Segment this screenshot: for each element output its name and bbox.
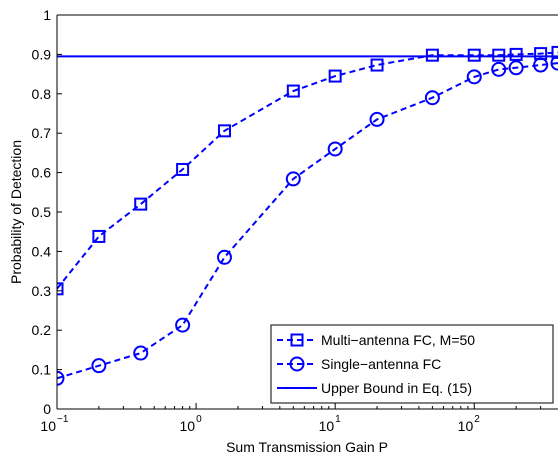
circle-marker <box>289 356 305 372</box>
y-tick-label: 0.1 <box>32 362 52 378</box>
square-marker <box>425 48 439 62</box>
square-marker <box>286 84 300 98</box>
square-marker <box>217 124 231 138</box>
square-marker <box>467 48 481 62</box>
legend-label: Single−antenna FC <box>321 356 441 372</box>
y-tick-label: 0.7 <box>32 125 52 141</box>
x-axis-label: Sum Transmission Gain P <box>226 439 388 455</box>
circle-marker <box>424 90 440 106</box>
square-marker <box>92 229 106 243</box>
circle-marker <box>216 249 232 265</box>
circle-marker <box>91 358 107 374</box>
x-tick-exponent: 0 <box>196 414 202 425</box>
circle-marker <box>491 61 507 77</box>
x-tick-label: 10 <box>319 418 335 434</box>
series-layer <box>57 45 558 386</box>
y-tick-label: 0.9 <box>32 46 52 62</box>
square-marker <box>551 45 558 59</box>
x-tick-label: 10 <box>180 418 196 434</box>
square-marker <box>328 69 342 83</box>
legend-item: Upper Bound in Eq. (15) <box>277 380 472 396</box>
x-tick-exponent: −1 <box>57 414 69 425</box>
legend-label: Upper Bound in Eq. (15) <box>321 380 472 396</box>
square-marker <box>492 48 506 62</box>
circle-marker <box>550 55 558 71</box>
x-tick-exponent: 2 <box>474 414 480 425</box>
y-tick-label: 0 <box>43 401 51 417</box>
circle-marker <box>533 57 549 73</box>
circle-marker <box>175 317 191 333</box>
y-tick-label: 0.5 <box>32 204 52 220</box>
circle-marker <box>508 60 524 76</box>
series-1 <box>57 45 558 296</box>
x-tick-label: 10 <box>40 418 56 434</box>
square-marker <box>176 162 190 176</box>
legend-box <box>270 324 554 404</box>
y-tick-label: 0.6 <box>32 165 52 181</box>
circle-marker <box>133 345 149 361</box>
circle-marker <box>466 69 482 85</box>
circle-marker <box>327 141 343 157</box>
square-marker <box>370 58 384 72</box>
series-2 <box>57 55 558 386</box>
y-tick-label: 1 <box>43 7 51 23</box>
x-tick-exponent: 1 <box>335 414 341 425</box>
y-axis-label: Probability of Detection <box>8 140 24 284</box>
x-tick-label: 10 <box>458 418 474 434</box>
series-line <box>57 62 558 380</box>
square-marker <box>57 282 64 296</box>
circle-marker <box>285 171 301 187</box>
series-line <box>57 51 558 290</box>
square-marker <box>509 47 523 61</box>
legend-item: Multi−antenna FC, M=50 <box>277 332 475 348</box>
y-tick-label: 0.8 <box>32 86 52 102</box>
y-tick-label: 0.3 <box>32 283 52 299</box>
y-tick-label: 0.2 <box>32 322 52 338</box>
circle-marker <box>57 370 65 386</box>
legend-item: Single−antenna FC <box>277 356 441 372</box>
circle-marker <box>369 111 385 127</box>
square-marker <box>290 333 304 347</box>
y-tick-label: 0.4 <box>32 243 52 259</box>
square-marker <box>134 197 148 211</box>
legend-label: Multi−antenna FC, M=50 <box>321 332 475 348</box>
legend: Multi−antenna FC, M=50 Single−antenna FC U… <box>270 324 554 404</box>
